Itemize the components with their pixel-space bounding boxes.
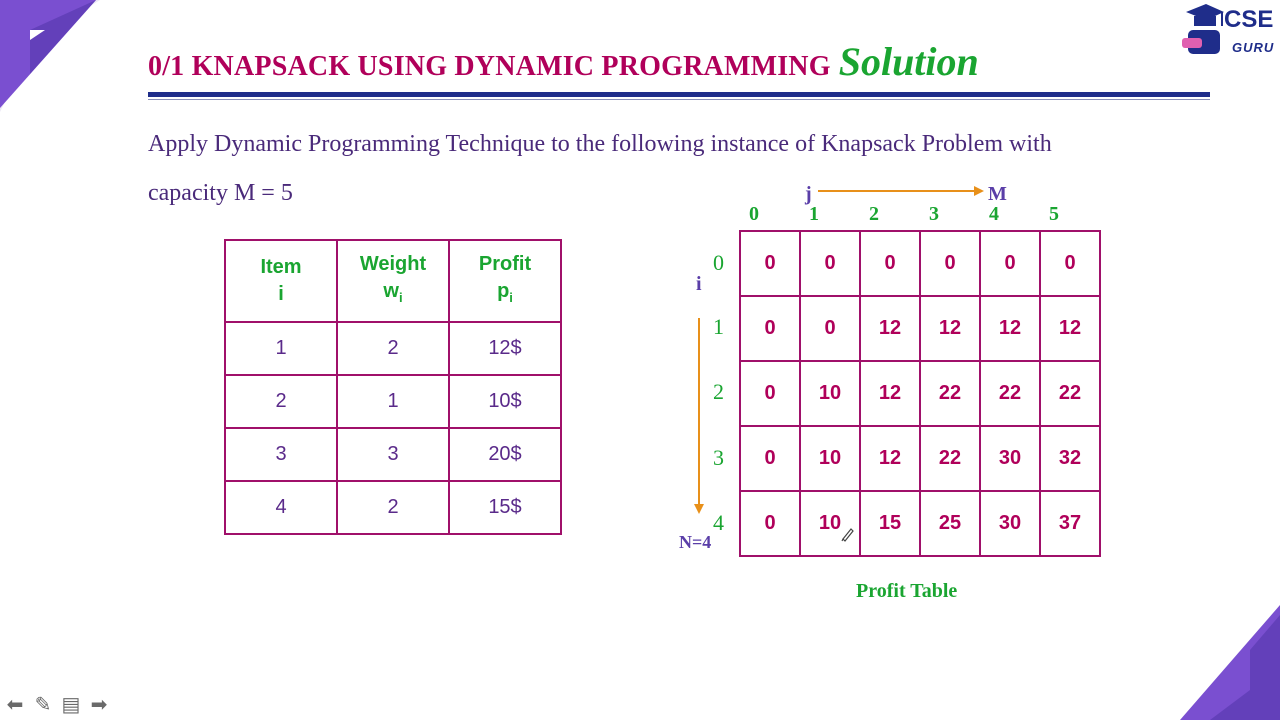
table-row: 3 3 20$: [224, 427, 562, 482]
table-cell: 12: [859, 425, 921, 492]
table-cell: 30: [979, 490, 1041, 557]
table-cell: 1: [336, 374, 450, 429]
table-cell: 0: [979, 230, 1041, 297]
title-main: 0/1 KNAPSACK USING DYNAMIC PROGRAMMING: [148, 51, 831, 82]
row-index: 0: [713, 250, 724, 275]
col-index: 1: [809, 203, 819, 225]
logo-subtext: GURU: [1232, 40, 1275, 55]
table-cell: 1: [224, 321, 338, 376]
table-cell: 12: [859, 295, 921, 362]
table-cell: 30: [979, 425, 1041, 492]
table-cell: 0: [919, 230, 981, 297]
table-row: 4 2 15$: [224, 480, 562, 535]
table-cell: 22: [919, 360, 981, 427]
profit-table-caption: Profit Table: [856, 580, 958, 602]
cse-guru-logo: CSE GURU: [1180, 2, 1276, 68]
table-cell: 0: [799, 230, 861, 297]
title-divider: [148, 92, 1210, 97]
items-table: Item i Weight wi Profit pi 1 2 12$ 2 1 10$ …: [224, 239, 562, 535]
items-table-header: Item i Weight wi Profit pi: [224, 239, 562, 323]
table-cell: 0: [799, 295, 861, 362]
j-axis-label: j: [805, 183, 812, 205]
m-label: M: [988, 183, 1007, 205]
corner-decoration-top-left: [0, 0, 100, 112]
slide-nav-toolbar: ⬅ ✎ ▤ ➡: [4, 694, 110, 716]
row-index: 2: [713, 379, 724, 404]
col-index: 3: [929, 203, 939, 225]
col-index: 0: [749, 203, 759, 225]
notes-icon[interactable]: ▤: [61, 694, 81, 716]
title-divider-thin: [148, 99, 1210, 100]
table-cell: 15: [859, 490, 921, 557]
i-arrow: [694, 318, 704, 514]
table-cell: 12: [859, 360, 921, 427]
table-cell: 12: [1039, 295, 1101, 362]
row-index: 1: [713, 314, 724, 339]
table-cell: 12$: [448, 321, 562, 376]
graduate-icon: [1182, 4, 1224, 54]
table-row: 0 0 0 0 0 0: [739, 230, 1101, 297]
table-cell: 3: [336, 427, 450, 482]
table-cell: 22: [1039, 360, 1101, 427]
pen-cursor-icon: [841, 528, 854, 542]
row-index: 4: [713, 510, 724, 535]
table-cell: 3: [224, 427, 338, 482]
table-cell: 10$: [448, 374, 562, 429]
table-cell: 12: [919, 295, 981, 362]
table-row: 0 10 12 22 30 32: [739, 425, 1101, 492]
table-cell: 2: [336, 321, 450, 376]
table-cell: 0: [739, 230, 801, 297]
col-index: 4: [989, 203, 999, 225]
table-cell: 20$: [448, 427, 562, 482]
table-cell: 0: [859, 230, 921, 297]
logo-text: CSE: [1224, 6, 1274, 33]
header-profit: Profit pi: [448, 239, 562, 323]
problem-line-1: Apply Dynamic Programming Technique to t…: [148, 131, 1052, 157]
problem-statement: Apply Dynamic Programming Technique to t…: [148, 120, 1201, 218]
i-axis-label: i: [696, 273, 702, 295]
table-cell: 0: [739, 425, 801, 492]
header-weight: Weight wi: [336, 239, 450, 323]
table-cell: 10: [799, 425, 861, 492]
profit-table: 0 0 0 0 0 0 0 0 12 12 12 12 0 10 12 22 2…: [739, 230, 1101, 557]
table-row: 0 10 15 25 30 37: [739, 490, 1101, 557]
table-cell: 22: [979, 360, 1041, 427]
table-cell: 2: [336, 480, 450, 535]
table-cell: 32: [1039, 425, 1101, 492]
table-row: 0 0 12 12 12 12: [739, 295, 1101, 362]
table-cell: 0: [739, 360, 801, 427]
table-cell: 4: [224, 480, 338, 535]
row-index: 3: [713, 445, 724, 470]
arrow-left-icon[interactable]: ⬅: [6, 694, 24, 716]
col-index: 2: [869, 203, 879, 225]
header-item: Item i: [224, 239, 338, 323]
table-cell: 15$: [448, 480, 562, 535]
n-label: N=4: [679, 532, 712, 552]
col-index: 5: [1049, 203, 1059, 225]
title-solution: Solution: [838, 39, 979, 84]
j-arrow: [818, 186, 984, 196]
table-cell: 0: [739, 490, 801, 557]
table-cell: 22: [919, 425, 981, 492]
table-cell: 0: [739, 295, 801, 362]
pen-icon[interactable]: ✎: [34, 694, 52, 716]
slide-title: 0/1 KNAPSACK USING DYNAMIC PROGRAMMING So…: [148, 38, 979, 85]
table-cell: 10: [799, 360, 861, 427]
table-cell: 12: [979, 295, 1041, 362]
table-cell: 25: [919, 490, 981, 557]
table-row: 1 2 12$: [224, 321, 562, 376]
arrow-right-icon[interactable]: ➡: [90, 694, 108, 716]
table-cell: 37: [1039, 490, 1101, 557]
table-cell: 2: [224, 374, 338, 429]
corner-decoration-bottom-right: [1180, 605, 1280, 720]
table-row: 0 10 12 22 22 22: [739, 360, 1101, 427]
problem-line-2: capacity M = 5: [148, 180, 293, 206]
table-cell: 0: [1039, 230, 1101, 297]
table-row: 2 1 10$: [224, 374, 562, 429]
table-cell: 10: [799, 490, 861, 557]
